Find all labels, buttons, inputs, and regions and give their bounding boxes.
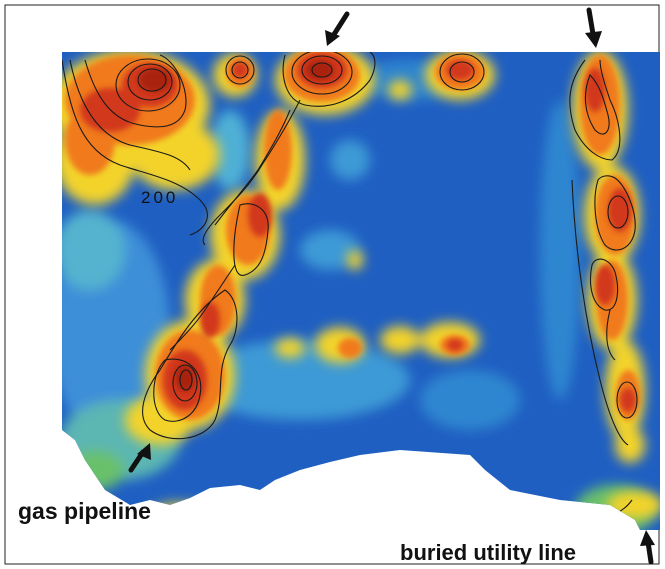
contour-lines — [62, 52, 638, 519]
contour-value-label: 200 — [141, 188, 179, 207]
arrow-gas-pipeline-icon — [128, 443, 151, 473]
map-surface — [62, 52, 660, 530]
arrow-top-right-icon — [585, 7, 602, 48]
gas-pipeline-label: gas pipeline — [18, 498, 151, 524]
arrow-utility-line-icon — [640, 530, 655, 565]
arrow-top-left-icon — [325, 11, 350, 46]
buried-utility-line-label: buried utility line — [400, 540, 577, 565]
